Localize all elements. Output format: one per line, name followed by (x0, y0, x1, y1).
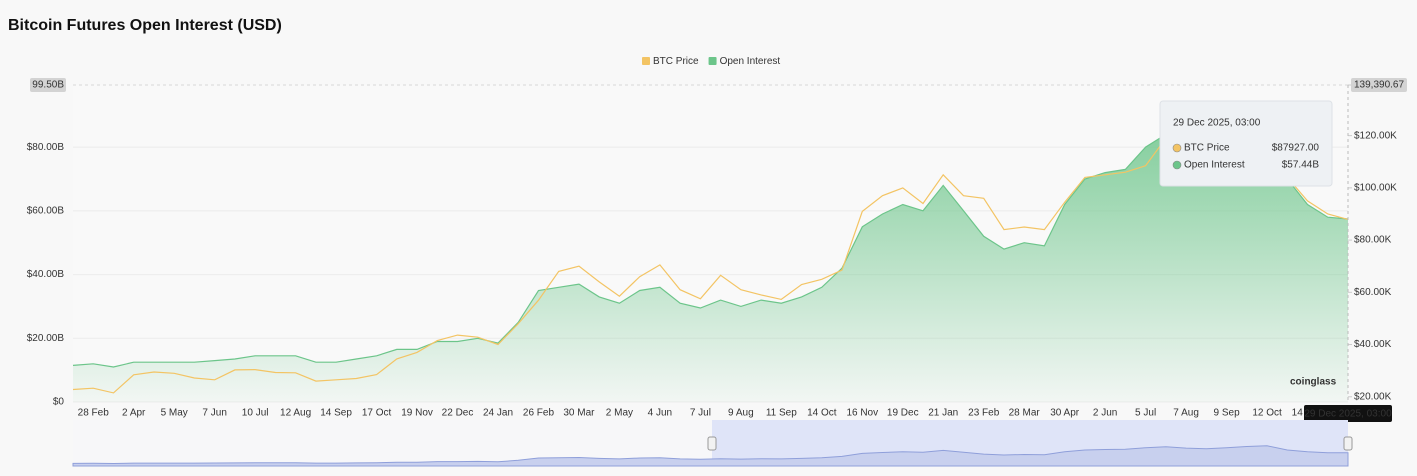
y2-tick-label: $40.00K (1354, 339, 1392, 350)
x-tick-label: 30 Apr (1050, 408, 1080, 419)
x-tick-label: 17 Oct (362, 408, 392, 419)
y2-tick-highlight (1351, 78, 1407, 92)
x-tick-label: 28 Feb (78, 408, 110, 419)
x-tick-label: 12 Oct (1252, 408, 1282, 419)
y-tick-label: $0 (53, 397, 65, 408)
legend-swatch (708, 57, 717, 65)
y2-tick-label: 139,390.67 (1354, 80, 1404, 91)
x-tick-label: 9 Aug (728, 408, 754, 419)
x-tick-label: 24 Jan (483, 408, 513, 419)
tooltip: 29 Dec 2025, 03:00 BTC Price $87927.00 Open… (1159, 100, 1333, 187)
legend-label[interactable]: Open Interest (720, 56, 781, 67)
tooltip-value: $87927.00 (1272, 143, 1320, 154)
navigator-handle[interactable] (707, 436, 717, 451)
y-tick-label: 99.50B (32, 80, 64, 91)
y2-tick-label: $80.00K (1354, 235, 1392, 246)
x-tick-label: 2 Jun (1093, 408, 1117, 419)
x-tick-label: 9 Sep (1214, 408, 1241, 419)
tooltip-dot (1172, 143, 1182, 153)
y2-tick-label: $120.00K (1354, 130, 1397, 141)
x-tick-label: 19 Dec (887, 408, 919, 419)
x-tick-label: 23 Feb (968, 408, 1000, 419)
y-tick-label: $20.00B (27, 333, 65, 344)
x-tick-label: 14 Sep (320, 408, 352, 419)
y2-tick-label: $100.00K (1354, 183, 1397, 194)
x-tick-label: 5 May (161, 408, 188, 419)
tooltip-name: BTC Price (1184, 143, 1230, 154)
tooltip-title: 29 Dec 2025, 03:00 (1173, 118, 1261, 129)
x-tick-label: 26 Feb (523, 408, 555, 419)
oi-area (73, 121, 1348, 402)
legend-label[interactable]: BTC Price (653, 56, 699, 67)
watermark: coinglass (1290, 377, 1337, 388)
x-tick-label: 7 Jul (690, 408, 711, 419)
crosshair-label-bg (1304, 405, 1392, 422)
btc-line (72, 132, 1349, 394)
y-tick-label: $80.00B (27, 142, 65, 153)
x-tick-label: 12 Aug (280, 408, 311, 419)
crosshair-label: 29 Dec 2025, 03:00 (1304, 409, 1392, 420)
y-tick-label: $40.00B (27, 269, 65, 280)
chart-title: Bitcoin Futures Open Interest (USD) (8, 17, 282, 34)
x-tick-label: 30 Mar (563, 408, 595, 419)
legend-swatch (642, 57, 650, 65)
y-tick-highlight (30, 78, 66, 92)
oi-line (72, 120, 1349, 368)
tooltip-dot (1172, 160, 1182, 170)
x-tick-label: 21 Jan (928, 408, 958, 419)
x-tick-label: 2 May (606, 408, 633, 419)
x-tick-label: 22 Dec (442, 408, 474, 419)
x-tick-label: 14 Oct (807, 408, 837, 419)
tooltip-value: $57.44B (1282, 160, 1320, 171)
legend: BTC Price Open Interest (642, 56, 780, 67)
x-tick-label: 7 Aug (1173, 408, 1199, 419)
x-tick-label: 11 Sep (766, 408, 797, 419)
x-tick-label: 16 Nov (846, 408, 878, 419)
navigator-area (72, 445, 1349, 467)
x-tick-label: 4 Jun (648, 408, 672, 419)
x-tick-label: 7 Jun (202, 408, 226, 419)
x-tick-label: 2 Apr (122, 408, 146, 419)
x-tick-label: 10 Jul (242, 408, 269, 419)
x-tick-label: 5 Jul (1135, 408, 1156, 419)
tooltip-name: Open Interest (1184, 160, 1245, 171)
y2-tick-label: $60.00K (1354, 287, 1392, 298)
navigator-handle[interactable] (1343, 436, 1353, 451)
y2-tick-label: $20.00K (1354, 391, 1392, 402)
y-tick-label: $60.00B (27, 205, 65, 216)
x-tick-label: 28 Mar (1009, 408, 1041, 419)
tooltip-bg (1159, 100, 1333, 187)
x-tick-label: 19 Nov (401, 408, 433, 419)
